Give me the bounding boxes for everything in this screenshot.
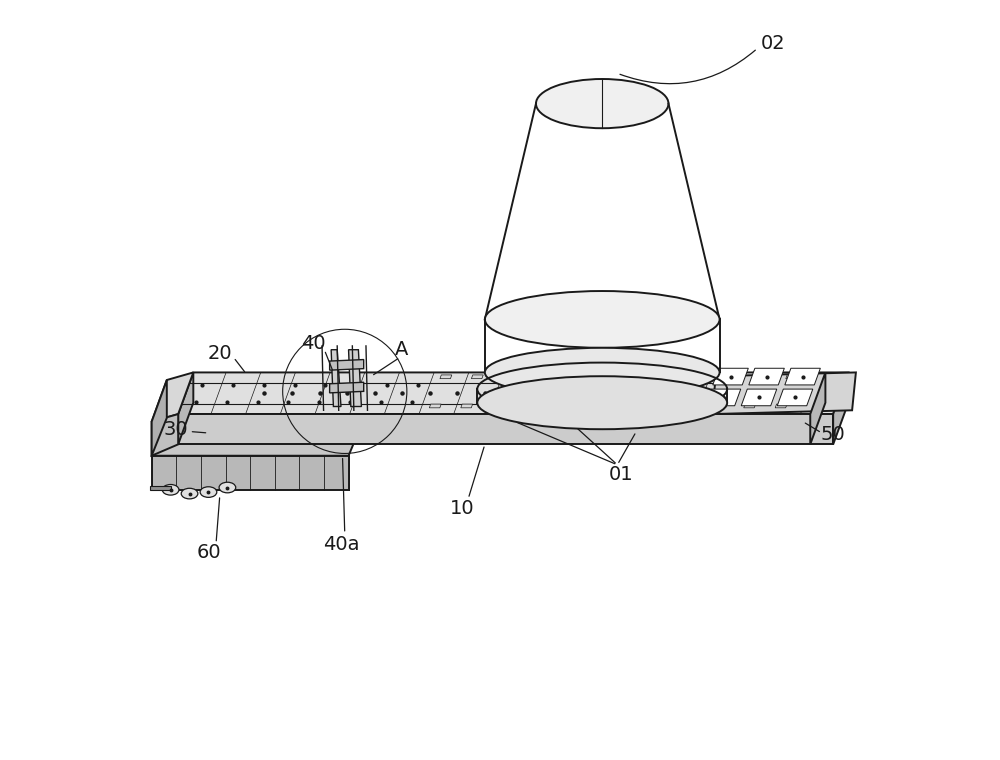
Ellipse shape	[477, 376, 727, 429]
Polygon shape	[152, 414, 178, 456]
Text: 10: 10	[450, 499, 474, 518]
Polygon shape	[754, 375, 766, 378]
Polygon shape	[150, 486, 171, 489]
Ellipse shape	[181, 488, 198, 499]
Polygon shape	[749, 369, 784, 385]
Polygon shape	[786, 375, 798, 378]
Polygon shape	[178, 372, 193, 445]
Polygon shape	[534, 375, 546, 378]
Text: A: A	[395, 340, 408, 359]
Ellipse shape	[200, 486, 217, 497]
Text: 01: 01	[609, 465, 633, 484]
Ellipse shape	[485, 348, 720, 397]
Polygon shape	[429, 404, 441, 408]
Polygon shape	[492, 404, 504, 408]
Polygon shape	[777, 389, 813, 406]
Polygon shape	[712, 372, 856, 414]
Polygon shape	[503, 375, 515, 378]
Text: 50: 50	[821, 425, 846, 444]
Polygon shape	[152, 372, 193, 422]
Polygon shape	[785, 369, 820, 385]
Text: 40a: 40a	[323, 535, 359, 554]
Polygon shape	[744, 404, 756, 408]
Polygon shape	[524, 404, 536, 408]
Polygon shape	[152, 420, 364, 456]
Polygon shape	[833, 372, 848, 445]
Polygon shape	[566, 375, 578, 378]
Polygon shape	[178, 372, 848, 414]
Polygon shape	[178, 414, 833, 445]
Ellipse shape	[219, 483, 236, 492]
Polygon shape	[597, 375, 609, 378]
Text: 20: 20	[208, 344, 232, 363]
Polygon shape	[712, 404, 724, 408]
Polygon shape	[691, 375, 703, 378]
Polygon shape	[775, 404, 787, 408]
Polygon shape	[723, 375, 735, 378]
Polygon shape	[330, 382, 364, 393]
Ellipse shape	[162, 484, 179, 495]
Polygon shape	[587, 404, 598, 408]
Polygon shape	[810, 372, 825, 445]
Polygon shape	[705, 389, 741, 406]
Text: 02: 02	[760, 33, 785, 52]
Text: 60: 60	[196, 543, 221, 562]
Polygon shape	[349, 350, 361, 407]
Polygon shape	[555, 404, 567, 408]
Polygon shape	[649, 404, 661, 408]
Polygon shape	[713, 369, 748, 385]
Polygon shape	[330, 359, 364, 370]
Polygon shape	[741, 389, 777, 406]
Polygon shape	[629, 375, 640, 378]
Polygon shape	[331, 350, 341, 407]
Ellipse shape	[485, 291, 720, 348]
Polygon shape	[152, 380, 167, 456]
Ellipse shape	[536, 79, 668, 128]
Polygon shape	[440, 375, 452, 378]
Polygon shape	[471, 375, 483, 378]
Polygon shape	[152, 456, 349, 489]
Polygon shape	[660, 375, 672, 378]
Polygon shape	[681, 404, 693, 408]
Text: 30: 30	[164, 420, 188, 439]
Polygon shape	[618, 404, 630, 408]
Polygon shape	[461, 404, 473, 408]
Text: 40: 40	[301, 334, 325, 353]
